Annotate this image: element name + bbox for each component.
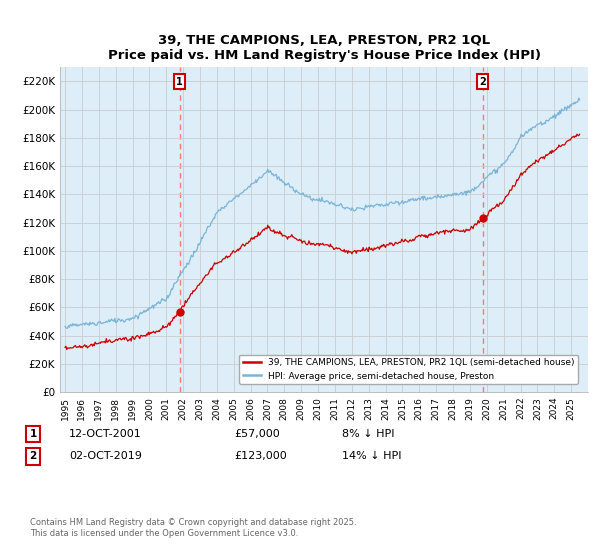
Text: Contains HM Land Registry data © Crown copyright and database right 2025.
This d: Contains HM Land Registry data © Crown c… bbox=[30, 518, 356, 538]
Text: £123,000: £123,000 bbox=[234, 451, 287, 461]
Text: 2: 2 bbox=[479, 77, 486, 87]
Text: 1: 1 bbox=[29, 429, 37, 439]
Text: 1: 1 bbox=[176, 77, 183, 87]
Text: 02-OCT-2019: 02-OCT-2019 bbox=[69, 451, 142, 461]
Text: 12-OCT-2001: 12-OCT-2001 bbox=[69, 429, 142, 439]
Legend: 39, THE CAMPIONS, LEA, PRESTON, PR2 1QL (semi-detached house), HPI: Average pric: 39, THE CAMPIONS, LEA, PRESTON, PR2 1QL … bbox=[239, 354, 578, 384]
Text: £57,000: £57,000 bbox=[234, 429, 280, 439]
Text: 8% ↓ HPI: 8% ↓ HPI bbox=[342, 429, 395, 439]
Text: 2: 2 bbox=[29, 451, 37, 461]
Text: 14% ↓ HPI: 14% ↓ HPI bbox=[342, 451, 401, 461]
Title: 39, THE CAMPIONS, LEA, PRESTON, PR2 1QL
Price paid vs. HM Land Registry's House : 39, THE CAMPIONS, LEA, PRESTON, PR2 1QL … bbox=[107, 34, 541, 62]
